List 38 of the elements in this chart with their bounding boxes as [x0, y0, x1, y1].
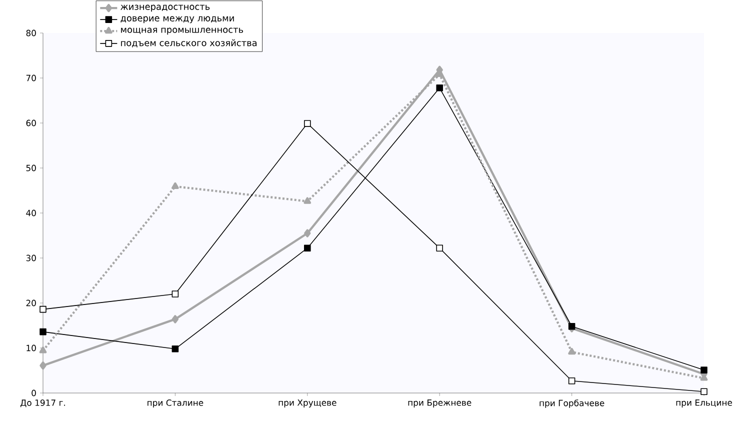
y-tick-label: 20 — [26, 300, 36, 306]
y-tick-label: 10 — [26, 344, 36, 352]
y-tick-label: 40 — [26, 210, 36, 216]
point — [568, 348, 576, 355]
x-tick-label: при Сталине — [148, 400, 204, 408]
point — [172, 182, 179, 190]
point — [304, 244, 311, 252]
point — [40, 328, 46, 336]
point — [304, 120, 311, 127]
y-tick-label: 80 — [26, 30, 36, 36]
point — [436, 84, 443, 92]
point — [568, 377, 576, 384]
point — [172, 290, 179, 298]
legend-label: подъем сельского хозяйства — [121, 39, 257, 48]
x-tick-label: при Брежневе — [408, 400, 472, 408]
point — [40, 361, 46, 370]
point — [304, 197, 312, 204]
x-tick-label: при Ельцине — [676, 400, 732, 408]
y-tick-label: 0 — [32, 390, 36, 396]
legend-label: жизнерадостность — [120, 4, 210, 12]
x-tick-label: при Хрущеве — [278, 400, 336, 408]
point — [436, 244, 443, 252]
point — [700, 388, 708, 396]
point — [700, 366, 708, 374]
y-tick-label: 50 — [26, 164, 36, 172]
y-tick-label: 30 — [26, 254, 36, 262]
point — [304, 229, 311, 238]
point — [172, 346, 179, 352]
x-tick-label: До 1917 г. — [20, 400, 66, 408]
y-tick-label: 70 — [26, 74, 36, 82]
point — [40, 306, 46, 313]
legend-label: мощная промышленность — [121, 28, 244, 35]
point — [568, 323, 576, 330]
point — [39, 346, 47, 354]
legend-label: доверие между людьми — [120, 16, 234, 24]
point — [172, 315, 179, 324]
x-tick-label: при Горбачеве — [540, 400, 604, 408]
y-tick-label: 60 — [26, 120, 36, 126]
